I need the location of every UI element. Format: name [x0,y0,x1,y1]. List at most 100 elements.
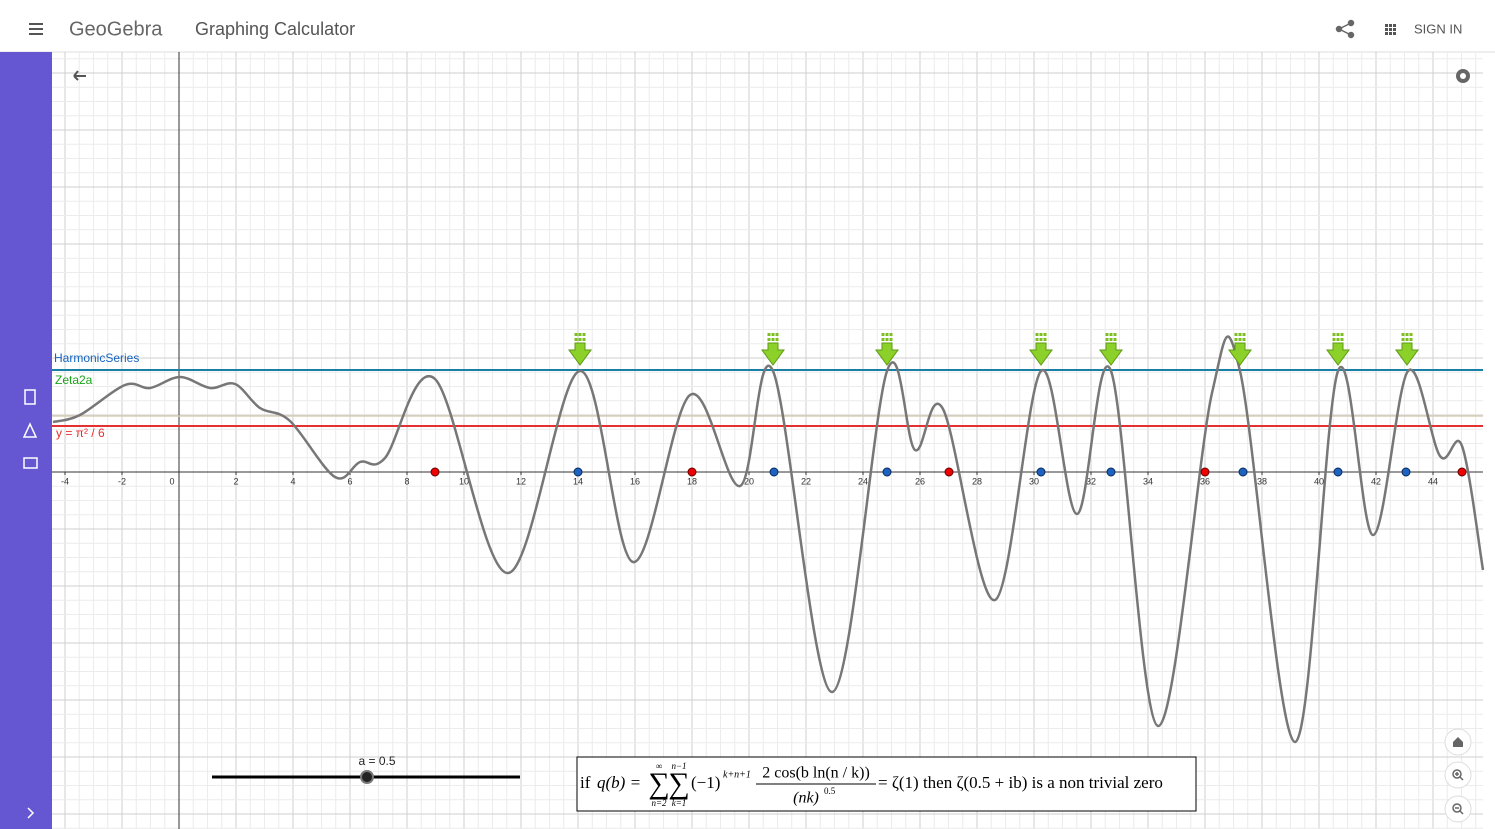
arrow-dot [574,338,578,341]
point [1036,467,1046,477]
undo-button[interactable] [73,70,86,81]
arrow-dot [1109,338,1113,341]
arrow-shape [1228,342,1252,366]
x-tick-label: 32 [1086,476,1096,486]
x-tick-label: 4 [290,476,295,486]
expand-button[interactable] [27,807,35,819]
x-tick-label: 6 [347,476,352,486]
table-icon[interactable] [23,457,38,469]
arrow-dot [1234,333,1238,336]
algebra-icon[interactable] [24,389,36,405]
x-tick-label: 38 [1257,476,1267,486]
arrow-dot [1035,333,1039,336]
arrow-dot [1336,333,1340,336]
formula-sign: (−1) [691,773,720,792]
arrow-dot [1405,333,1409,336]
harmonic-label: HarmonicSeries [54,351,139,365]
point [1401,467,1411,477]
slider-label: a = 0.5 [358,754,395,768]
x-tick-label: 14 [573,476,583,486]
arrow-dot [881,333,885,336]
formula-lhs: q(b) = [597,773,641,792]
point [769,467,779,477]
point [573,467,583,477]
tools-icon[interactable] [22,422,38,438]
point [1106,467,1116,477]
formula-box [576,756,1197,812]
arrow-dot [1332,333,1336,336]
x-tick-label: 10 [459,476,469,486]
arrow-dot [1238,338,1242,341]
x-tick-label: 28 [972,476,982,486]
slider-knob[interactable] [360,770,374,784]
sign-in-button[interactable]: SIGN IN [1414,21,1462,36]
arrow-shape [568,342,592,366]
arrow-dot [767,338,771,341]
arrow-dot [1409,333,1413,336]
point [430,467,440,477]
arrow-shape [1099,342,1123,366]
logo[interactable]: GeoGebra [69,18,163,40]
point [1457,467,1467,477]
arrow-dot [1238,333,1242,336]
x-tick-label: 34 [1143,476,1153,486]
home-icon [1453,737,1463,747]
arrow-icon [1326,333,1350,366]
point [944,467,954,477]
arrow-shape [1395,342,1419,366]
x-tick-label: 8 [404,476,409,486]
arrow-dot [1336,338,1340,341]
slider[interactable]: a = 0.5 [212,754,520,784]
arrow-dot [1039,338,1043,341]
point [882,467,892,477]
arrow-dot [885,333,889,336]
zoom-out-button[interactable] [1444,795,1472,823]
formula-rhs: = ζ(1) then ζ(0.5 + ib) is a non trivial… [878,773,1163,792]
arrow-icon [1099,333,1123,366]
formula-sign-exp: k+n+1 [723,769,751,780]
point [1200,467,1210,477]
arrow-icon [1029,333,1053,366]
arrow-shape [875,342,899,366]
formula-prefix: if [580,773,591,792]
apps-button[interactable] [1385,24,1396,35]
x-tick-label: 24 [858,476,868,486]
x-tick-label: 44 [1428,476,1438,486]
menu-button[interactable] [29,23,43,35]
zoom-in-button[interactable] [1444,761,1472,789]
arrow-dot [1332,338,1336,341]
x-tick-label: 42 [1371,476,1381,486]
header-bar [0,0,1495,52]
arrow-dot [1035,338,1039,341]
share-button[interactable] [1335,19,1355,39]
arrow-icon [875,333,899,366]
arrow-dot [1043,333,1047,336]
x-tick-label: 30 [1029,476,1039,486]
x-tick-label: 12 [516,476,526,486]
x-tick-label: 18 [687,476,697,486]
formula-numerator: 2 cos(b ln(n / k)) [762,765,870,782]
arrow-dot [881,338,885,341]
arrow-dot [889,338,893,341]
arrow-dot [1109,333,1113,336]
formula-den-exp: 0.5 [824,786,836,796]
settings-button[interactable] [1456,69,1470,83]
sidebar [0,52,52,829]
arrow-dot [1105,333,1109,336]
sum-bottom: n=2 [651,798,667,808]
arrow-dot [582,338,586,341]
x-tick-label: 2 [233,476,238,486]
arrow-dot [1340,338,1344,341]
point [687,467,697,477]
arrow-dot [771,338,775,341]
arrow-dot [1105,338,1109,341]
formula: if q(b) = ∑ ∞ n=2 ∑ n−1 k=1 (−1) k+n+1 2… [576,756,1197,812]
app-title: Graphing Calculator [195,19,355,39]
x-tick-label: 22 [801,476,811,486]
arrow-dot [771,333,775,336]
arrow-dot [578,333,582,336]
sum-bottom: k=1 [672,798,687,808]
sum-top: ∞ [656,761,662,771]
